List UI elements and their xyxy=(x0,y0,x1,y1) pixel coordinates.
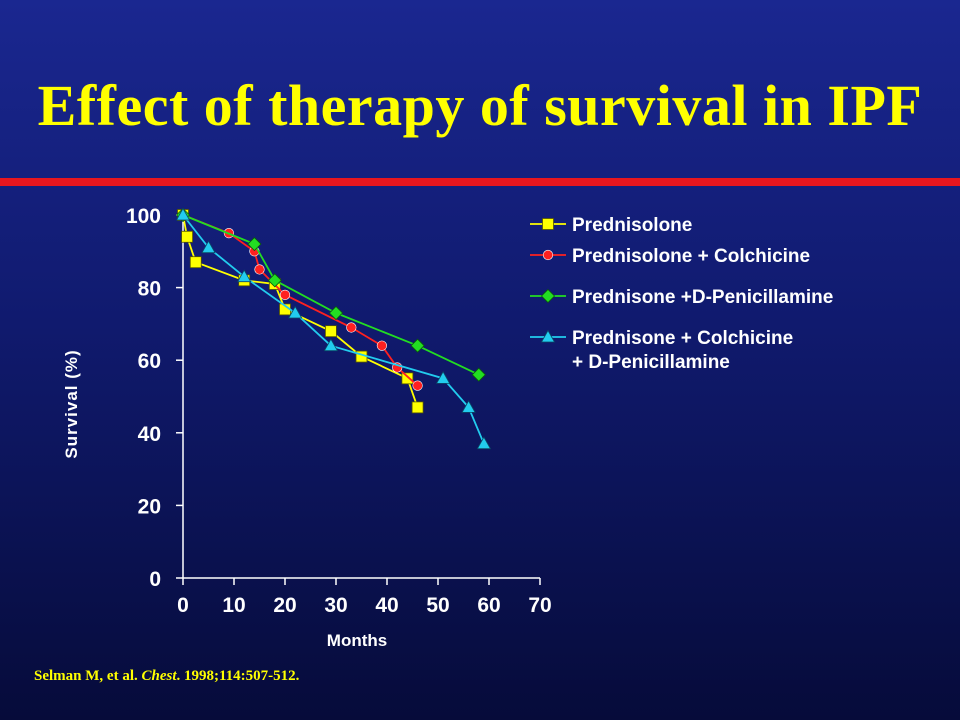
data-point xyxy=(401,372,414,385)
data-point xyxy=(189,256,202,269)
legend-label: Prednisone + Colchicine xyxy=(572,328,793,349)
legend-entry-1: Prednisolone xyxy=(530,215,692,236)
x-axis-label: Months xyxy=(327,631,387,650)
series-3 xyxy=(175,207,486,382)
data-point xyxy=(435,371,451,384)
data-point xyxy=(461,400,476,413)
y-tick-label: 100 xyxy=(126,205,161,228)
legend-label: Prednisolone + Colchicine xyxy=(572,246,810,267)
citation-journal: Chest xyxy=(141,668,177,684)
data-point xyxy=(181,230,193,243)
legend-entry-3: Prednisone +D-Penicillamine xyxy=(530,287,833,308)
legend-label: Prednisolone xyxy=(572,215,692,236)
legend-entry-4: Prednisone + Colchicine + D-Penicillamine xyxy=(530,328,793,373)
data-point xyxy=(412,380,423,391)
series-line xyxy=(182,214,480,376)
chart-series xyxy=(175,207,492,450)
x-tick-label: 60 xyxy=(477,594,500,617)
data-point xyxy=(323,338,339,352)
data-point xyxy=(247,236,262,252)
x-tick-label: 30 xyxy=(324,594,347,617)
legend-label: + D-Penicillamine xyxy=(572,352,730,373)
legend-label: Prednisone +D-Penicillamine xyxy=(572,287,833,308)
data-point xyxy=(267,273,282,288)
data-point xyxy=(279,289,291,300)
data-point xyxy=(411,401,424,414)
legend-marker xyxy=(542,218,554,230)
series-2 xyxy=(177,209,423,391)
chart-legend: Prednisolone Prednisolone + Colchicine Pre… xyxy=(530,215,833,373)
data-point xyxy=(237,269,252,283)
y-tick-label: 80 xyxy=(138,278,161,301)
series-line xyxy=(182,214,419,408)
data-point xyxy=(328,305,344,321)
series-1 xyxy=(177,209,424,414)
data-point xyxy=(288,305,303,319)
data-point xyxy=(376,340,388,351)
citation: Selman M, et al. Chest. 1998;114:507-512… xyxy=(34,668,299,685)
series-4 xyxy=(175,207,492,450)
slide-title: Effect of therapy of survival in IPF xyxy=(37,73,923,138)
data-point xyxy=(346,322,357,333)
y-axis-label: Survival (%) xyxy=(62,349,81,458)
x-tick-label: 50 xyxy=(426,594,449,617)
legend-entry-2: Prednisolone + Colchicine xyxy=(530,246,810,267)
legend-marker xyxy=(542,249,554,261)
citation-details: . 1998;114:507-512. xyxy=(176,668,300,684)
data-point xyxy=(175,207,191,221)
data-point xyxy=(476,436,492,450)
x-tick-label: 70 xyxy=(528,594,551,617)
data-point xyxy=(324,325,337,338)
legend-marker xyxy=(540,288,556,304)
data-point xyxy=(410,338,425,353)
y-tick-label: 40 xyxy=(138,423,161,446)
citation-authors: Selman M, et al. xyxy=(34,668,138,684)
data-point xyxy=(201,240,216,254)
y-tick-label: 60 xyxy=(138,350,161,373)
data-point xyxy=(471,367,486,382)
data-point xyxy=(254,264,265,275)
legend-marker xyxy=(540,329,556,343)
title-divider xyxy=(0,178,960,186)
x-tick-label: 10 xyxy=(222,594,245,617)
x-tick-label: 0 xyxy=(177,594,189,617)
y-tick-label: 20 xyxy=(138,495,161,518)
x-tick-label: 40 xyxy=(375,594,398,617)
chart-axes: 0 20 40 60 80 100 0 10 20 30 40 50 60 70 xyxy=(126,205,552,617)
x-tick-label: 20 xyxy=(273,594,296,617)
y-tick-label: 0 xyxy=(149,568,161,591)
